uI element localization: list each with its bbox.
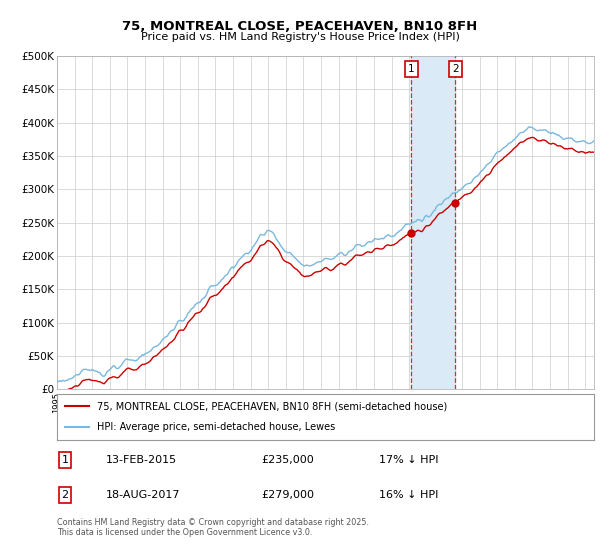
Text: 75, MONTREAL CLOSE, PEACEHAVEN, BN10 8FH (semi-detached house): 75, MONTREAL CLOSE, PEACEHAVEN, BN10 8FH… (97, 401, 448, 411)
Text: 75, MONTREAL CLOSE, PEACEHAVEN, BN10 8FH: 75, MONTREAL CLOSE, PEACEHAVEN, BN10 8FH (122, 20, 478, 32)
Text: 1: 1 (408, 64, 415, 74)
Text: 1: 1 (62, 455, 68, 465)
Text: 2: 2 (452, 64, 458, 74)
Bar (411, 56, 455, 389)
Text: £279,000: £279,000 (261, 490, 314, 500)
Text: 2: 2 (61, 490, 68, 500)
Text: £235,000: £235,000 (261, 455, 314, 465)
Text: 18-AUG-2017: 18-AUG-2017 (106, 490, 180, 500)
Text: 16% ↓ HPI: 16% ↓ HPI (379, 490, 439, 500)
Text: HPI: Average price, semi-detached house, Lewes: HPI: Average price, semi-detached house,… (97, 422, 335, 432)
Text: 13-FEB-2015: 13-FEB-2015 (106, 455, 176, 465)
Text: Contains HM Land Registry data © Crown copyright and database right 2025.
This d: Contains HM Land Registry data © Crown c… (57, 518, 369, 538)
Text: Price paid vs. HM Land Registry's House Price Index (HPI): Price paid vs. HM Land Registry's House … (140, 32, 460, 43)
Text: 17% ↓ HPI: 17% ↓ HPI (379, 455, 439, 465)
